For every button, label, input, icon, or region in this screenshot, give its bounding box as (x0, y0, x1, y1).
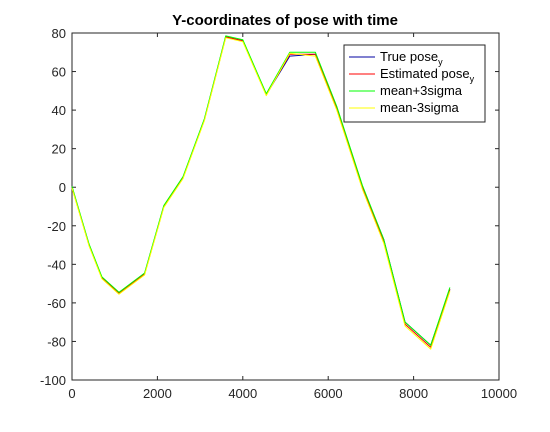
y-tick-label: 0 (59, 180, 66, 195)
y-tick-label: 40 (52, 103, 66, 118)
y-tick-label: -100 (40, 373, 66, 388)
legend-label-text: mean-3sigma (380, 100, 460, 115)
legend-label-text: Estimated pose (380, 66, 470, 81)
y-tick-label: -80 (47, 334, 66, 349)
legend-label: True posey (380, 49, 443, 67)
x-tick-label: 0 (68, 386, 75, 401)
x-tick-label: 10000 (481, 386, 517, 401)
y-tick-label: 60 (52, 65, 66, 80)
series-lines (71, 35, 451, 350)
y-tick-label: -40 (47, 257, 66, 272)
x-tick-label: 2000 (143, 386, 172, 401)
y-tick-label: -20 (47, 219, 66, 234)
series-line-3 (71, 37, 451, 350)
chart-title: Y-coordinates of pose with time (172, 12, 398, 29)
y-tick-label: 80 (52, 26, 66, 41)
legend-label: mean+3sigma (380, 83, 463, 98)
x-tick-label: 4000 (228, 386, 257, 401)
legend-label-subscript: y (438, 57, 443, 67)
legend-label: mean-3sigma (380, 100, 460, 115)
y-tick-label: -60 (47, 296, 66, 311)
y-tick-label: 20 (52, 142, 66, 157)
legend-label: Estimated posey (380, 66, 475, 84)
legend-box (343, 44, 486, 123)
axis-ticks: 0 2000 4000 6000 8000 10000 -100 -80 -60 -40 -20 0 2… (40, 26, 517, 401)
legend-label-text: True pose (380, 49, 438, 64)
legend-label-text: mean+3sigma (380, 83, 463, 98)
x-tick-label: 8000 (399, 386, 428, 401)
x-tick-label: 6000 (314, 386, 343, 401)
legend-label-subscript: y (470, 74, 475, 84)
series-line-2 (71, 35, 451, 346)
